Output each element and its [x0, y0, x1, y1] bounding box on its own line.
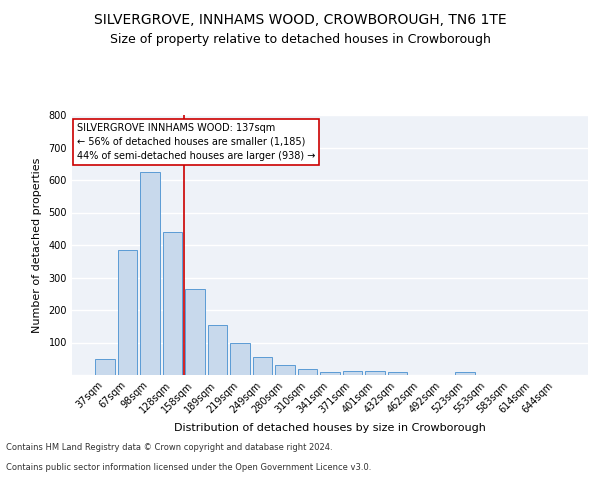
Bar — [118, 250, 137, 375]
Text: SILVERGROVE INNHAMS WOOD: 137sqm
← 56% of detached houses are smaller (1,185)
44: SILVERGROVE INNHAMS WOOD: 137sqm ← 56% o… — [77, 123, 316, 161]
Bar — [208, 326, 227, 375]
Bar — [163, 232, 182, 375]
Bar — [95, 359, 115, 375]
Bar — [388, 372, 407, 375]
Bar — [455, 372, 475, 375]
Bar — [298, 370, 317, 375]
Bar — [320, 372, 340, 375]
Text: SILVERGROVE, INNHAMS WOOD, CROWBOROUGH, TN6 1TE: SILVERGROVE, INNHAMS WOOD, CROWBOROUGH, … — [94, 12, 506, 26]
Bar — [365, 371, 385, 375]
Bar — [140, 172, 160, 375]
Bar — [275, 365, 295, 375]
Bar — [253, 357, 272, 375]
Bar — [185, 289, 205, 375]
Text: Contains HM Land Registry data © Crown copyright and database right 2024.: Contains HM Land Registry data © Crown c… — [6, 442, 332, 452]
Text: Contains public sector information licensed under the Open Government Licence v3: Contains public sector information licen… — [6, 462, 371, 471]
Bar — [230, 343, 250, 375]
X-axis label: Distribution of detached houses by size in Crowborough: Distribution of detached houses by size … — [174, 423, 486, 433]
Y-axis label: Number of detached properties: Number of detached properties — [32, 158, 41, 332]
Bar — [343, 371, 362, 375]
Text: Size of property relative to detached houses in Crowborough: Size of property relative to detached ho… — [110, 32, 490, 46]
